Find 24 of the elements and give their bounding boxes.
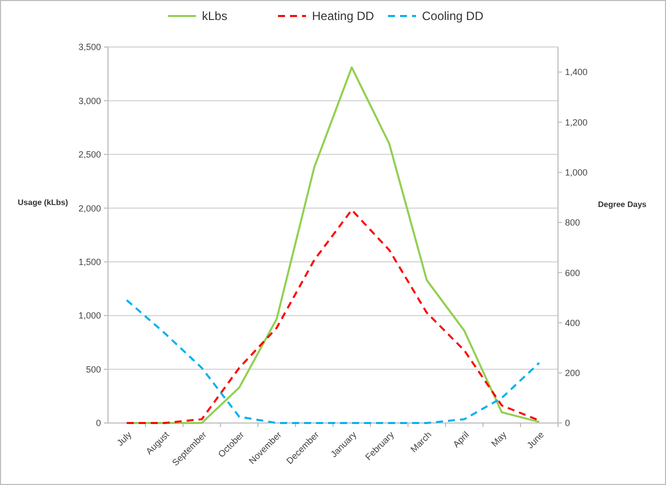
y2-tick-label: 1,200 xyxy=(565,117,588,128)
y2-tick-label: 400 xyxy=(565,318,580,328)
y2-tick-label: 800 xyxy=(565,218,580,228)
y-axis-title: Usage (kLbs) xyxy=(18,198,68,207)
y2-tick-label: 600 xyxy=(565,268,580,278)
y-tick-label: 3,500 xyxy=(78,42,101,52)
x-tick-label: May xyxy=(489,429,509,449)
legend-label: kLbs xyxy=(202,9,228,24)
x-tick-label: July xyxy=(114,429,134,448)
y2-tick-label: 1,400 xyxy=(565,67,588,78)
y-tick-label: 1,500 xyxy=(78,257,101,268)
y2-tick-label: 0 xyxy=(565,418,570,428)
y2-axis-title: Degree Days xyxy=(598,200,648,209)
y2-tick-label: 200 xyxy=(565,368,580,378)
y-tick-label: 3,000 xyxy=(78,96,101,106)
y2-tick-label: 1,000 xyxy=(565,167,588,178)
y-tick-label: 500 xyxy=(86,364,101,374)
y-tick-label: 2,500 xyxy=(78,150,101,160)
y-tick-label: 0 xyxy=(96,418,101,428)
y-tick-label: 2,000 xyxy=(78,203,101,214)
y-tick-label: 1,000 xyxy=(78,310,101,321)
line-series xyxy=(126,299,540,424)
legend-label: Heating DD xyxy=(312,9,374,24)
legend-label: Cooling DD xyxy=(422,9,484,24)
